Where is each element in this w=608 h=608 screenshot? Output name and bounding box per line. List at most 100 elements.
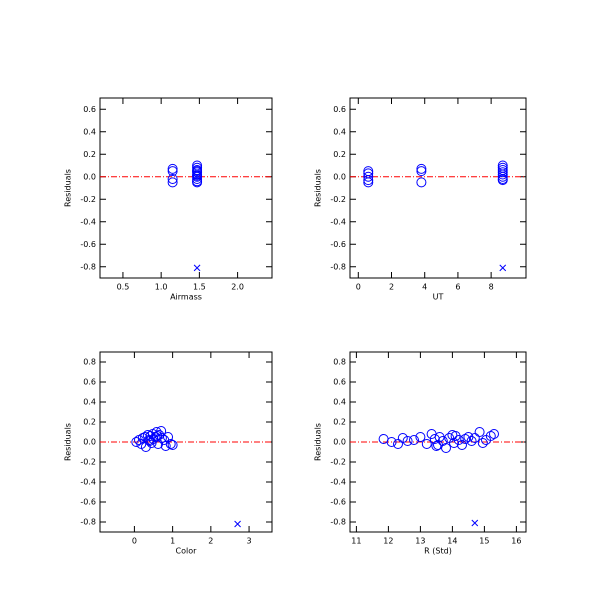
x-axis-label: UT	[433, 293, 444, 302]
y-tick-label: 0.0	[83, 438, 96, 447]
y-tick-label: -0.4	[80, 478, 96, 487]
point	[393, 439, 403, 449]
y-axis-label: Residuals	[64, 423, 73, 461]
point	[497, 169, 508, 180]
y-tick-label: -0.8	[330, 518, 346, 527]
plot-frame	[349, 97, 527, 279]
x-tick-label: 0	[132, 537, 137, 546]
x-tick-label: 4	[422, 283, 427, 292]
point	[167, 440, 178, 450]
y-tick-label: -0.6	[80, 240, 96, 249]
y-tick-label: 0.8	[83, 358, 96, 367]
point	[156, 426, 167, 436]
outlier-point	[499, 264, 507, 272]
point	[363, 177, 374, 188]
point	[460, 434, 471, 444]
y-tick-label: -0.4	[330, 217, 346, 226]
y-tick-label: -0.6	[330, 498, 346, 507]
point	[416, 166, 427, 177]
point	[397, 433, 408, 443]
x-tick-label: 1.5	[193, 283, 206, 292]
point	[163, 432, 174, 442]
x-tick-label: 8	[489, 283, 494, 292]
point	[386, 437, 397, 447]
point	[477, 438, 488, 448]
y-tick-label: 0.6	[83, 105, 96, 114]
y-tick-label: -0.2	[80, 458, 96, 467]
x-axis-label: R (Std)	[424, 547, 452, 556]
y-tick-label: 0.0	[333, 438, 346, 447]
point	[402, 436, 413, 446]
point	[167, 166, 178, 177]
y-tick-label: -0.6	[330, 240, 346, 249]
y-tick-label: -0.2	[330, 195, 346, 204]
y-tick-label: -0.4	[330, 478, 346, 487]
y-axis-label: Residuals	[64, 169, 73, 207]
point	[144, 436, 155, 446]
x-tick-label: 2	[389, 283, 394, 292]
point	[489, 429, 499, 439]
x-tick-label: 3	[247, 537, 252, 546]
point	[192, 174, 203, 184]
y-tick-label: 0.8	[333, 358, 346, 367]
x-tick-label: 15	[479, 537, 489, 546]
point	[429, 434, 440, 444]
point	[416, 177, 427, 188]
y-tick-label: 0.2	[333, 150, 346, 159]
plot-frame	[99, 97, 273, 279]
y-tick-label: 0.0	[333, 172, 346, 181]
y-tick-label: 0.4	[333, 127, 346, 136]
point	[415, 432, 426, 442]
point	[485, 431, 496, 441]
point	[433, 440, 443, 450]
y-tick-label: -0.8	[80, 518, 96, 527]
point	[453, 435, 464, 445]
x-tick-label: 0.5	[117, 283, 130, 292]
outlier-point	[193, 264, 201, 272]
x-axis-label: Airmass	[170, 293, 202, 302]
y-tick-label: 0.4	[333, 398, 346, 407]
point	[421, 439, 432, 449]
y-axis-label: Residuals	[314, 169, 323, 207]
point	[466, 436, 477, 446]
y-tick-label: 0.6	[83, 378, 96, 387]
y-tick-label: 0.2	[83, 418, 96, 427]
point	[363, 175, 374, 186]
x-tick-label: 2	[208, 537, 213, 546]
point	[165, 439, 176, 449]
y-tick-label: -0.4	[80, 217, 96, 226]
point	[449, 438, 459, 448]
x-tick-label: 1	[170, 537, 175, 546]
x-tick-label: 6	[455, 283, 460, 292]
point	[469, 433, 480, 443]
y-tick-label: 0.4	[83, 127, 96, 136]
y-tick-label: -0.8	[80, 262, 96, 271]
point	[167, 177, 178, 188]
x-tick-label: 0	[356, 283, 361, 292]
point	[192, 171, 203, 182]
y-tick-label: -0.2	[80, 195, 96, 204]
point	[192, 177, 203, 188]
point	[409, 435, 419, 445]
y-tick-label: 0.4	[83, 398, 96, 407]
x-tick-label: 2.0	[231, 283, 244, 292]
y-tick-label: 0.2	[83, 150, 96, 159]
y-tick-label: 0.6	[333, 378, 346, 387]
x-tick-label: 16	[511, 537, 521, 546]
x-tick-label: 1.0	[155, 283, 168, 292]
x-tick-label: 14	[447, 537, 457, 546]
point	[416, 163, 427, 174]
point	[137, 433, 148, 443]
point	[160, 441, 171, 451]
x-tick-label: 11	[351, 537, 361, 546]
point	[151, 427, 162, 437]
x-tick-label: 13	[415, 537, 425, 546]
point	[457, 440, 467, 450]
point	[363, 171, 374, 182]
x-axis-label: Color	[176, 547, 198, 556]
outlier-point	[471, 519, 479, 527]
y-tick-label: -0.8	[330, 262, 346, 271]
point	[167, 163, 178, 174]
point	[474, 427, 485, 437]
